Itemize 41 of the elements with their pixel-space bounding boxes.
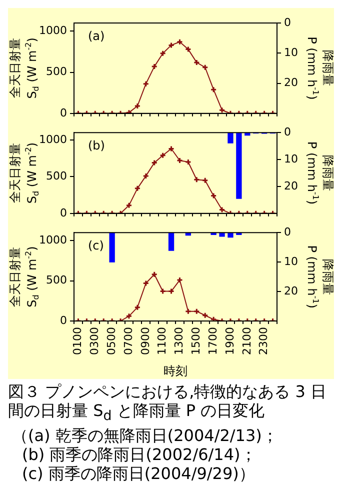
x-tick-label: 2100	[240, 327, 254, 355]
annotation: (c)	[88, 238, 104, 253]
y2-tick-label: 20	[284, 179, 298, 192]
y2-tick-label: 20	[284, 284, 298, 298]
x-tick-label: 2300	[257, 327, 270, 355]
x-tick-label: 1300	[172, 327, 186, 355]
y-tick-label: 1000	[39, 24, 67, 38]
y2-axis-title: P (mm h-1) 降雨量	[304, 141, 335, 205]
x-tick-label: 1500	[190, 327, 203, 355]
y-tick-label: 500	[46, 65, 67, 78]
annotation: (b)	[88, 138, 105, 153]
annotation: (a)	[88, 29, 105, 44]
y2-tick-label: 10	[284, 46, 298, 59]
x-tick-label: 1700	[206, 327, 220, 355]
x-tick-label: 1900	[223, 327, 236, 355]
y-tick-label: 500	[46, 170, 67, 183]
x-tick-label: 1100	[156, 327, 169, 355]
x-tick-label: 0900	[138, 327, 152, 355]
y-tick-label: 0	[60, 206, 67, 220]
x-tick-label: 0300	[88, 327, 102, 355]
y-tick-label: 500	[46, 274, 67, 287]
y-tick-label: 1000	[39, 132, 67, 146]
y2-tick-label: 0	[284, 125, 291, 138]
y2-tick-label: 10	[284, 254, 298, 268]
text: (c) 雨季の降雨日(2004/9/29)）	[21, 464, 256, 484]
y-tick-label: 0	[60, 314, 67, 327]
y2-axis-title: P (mm h-1) 降雨量	[304, 36, 335, 100]
y2-tick-label: 0	[284, 225, 291, 238]
x-tick-label: 0500	[104, 327, 118, 355]
y2-tick-label: 10	[284, 152, 298, 166]
caption: 図３ プノンペンにおける,特徴的なある 3 日間の日射量 S$_{d}$ と降雨量 P の日変化	[8, 382, 328, 426]
x-tick-label: 0100	[71, 327, 84, 355]
y-tick-label: 0	[60, 106, 67, 120]
x-axis-title: 時刻	[164, 364, 188, 378]
y2-tick-label: 0	[284, 16, 291, 29]
x-tick-label: 0700	[122, 327, 135, 355]
y2-tick-label: 20	[284, 76, 298, 90]
text: （(a) 乾季の無降雨日(2004/2/13)；	[11, 426, 279, 446]
y-tick-label: 1000	[39, 233, 67, 246]
text: (b) 雨季の降雨日(2002/6/14)；	[21, 445, 258, 464]
y2-axis-title: P (mm h-1) 降雨量	[304, 245, 335, 308]
